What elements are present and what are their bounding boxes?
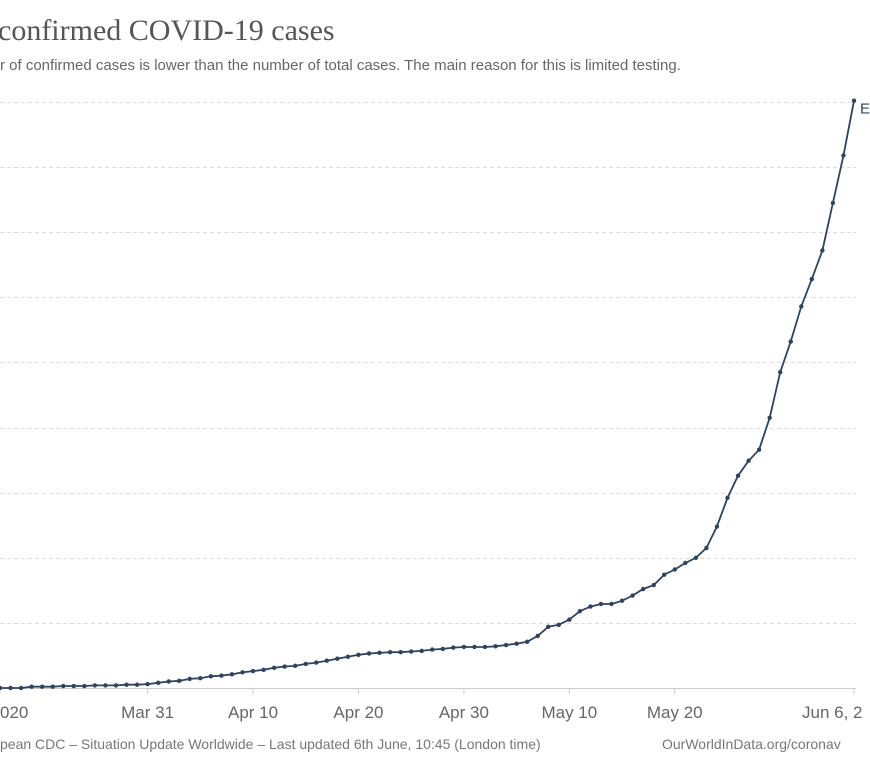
data-point[interactable] [18, 685, 24, 691]
data-point[interactable] [683, 560, 688, 566]
data-point[interactable] [29, 684, 34, 689]
data-point[interactable] [187, 676, 192, 682]
series-line [0, 100, 855, 689]
x-tick-label: Apr 10 [228, 703, 278, 722]
data-point[interactable] [841, 153, 846, 158]
data-point[interactable] [387, 649, 393, 655]
data-point[interactable] [830, 200, 836, 206]
data-point[interactable] [356, 652, 361, 657]
data-point[interactable] [524, 639, 530, 644]
data-point[interactable] [735, 473, 741, 478]
data-point[interactable] [366, 651, 372, 656]
data-point[interactable] [461, 644, 467, 650]
data-point[interactable] [314, 660, 319, 665]
data-point[interactable] [208, 674, 214, 679]
data-point[interactable] [662, 572, 667, 577]
data-point[interactable] [598, 601, 604, 607]
data-point[interactable] [799, 304, 804, 309]
chart-title: confirmed COVID-19 cases [0, 14, 335, 47]
data-point[interactable] [293, 663, 298, 669]
data-point[interactable] [588, 604, 593, 609]
data-point[interactable] [693, 555, 699, 560]
x-tick-label: Jun 6, 2 [802, 703, 863, 722]
data-point[interactable] [408, 649, 414, 654]
x-tick-label: May 20 [647, 703, 703, 722]
data-point[interactable] [82, 683, 87, 689]
data-point[interactable] [482, 644, 488, 650]
data-point[interactable] [609, 601, 614, 607]
x-tick-label: Apr 20 [333, 703, 383, 722]
data-point[interactable] [198, 676, 203, 681]
x-tick-label: Apr 30 [439, 703, 489, 722]
data-point[interactable] [746, 458, 751, 463]
data-point[interactable] [472, 644, 477, 650]
data-point[interactable] [219, 673, 224, 678]
data-point[interactable] [39, 684, 45, 689]
data-point[interactable] [324, 658, 330, 663]
data-point[interactable] [345, 654, 351, 659]
data-point[interactable] [71, 683, 77, 689]
data-point[interactable] [577, 608, 583, 614]
x-tick-label: 020 [0, 703, 28, 722]
data-point[interactable] [493, 644, 498, 649]
data-point[interactable] [155, 680, 161, 685]
data-point[interactable] [619, 598, 625, 603]
data-point[interactable] [50, 684, 55, 689]
data-point[interactable] [261, 667, 266, 672]
data-point[interactable] [440, 646, 446, 652]
data-point[interactable] [820, 248, 825, 253]
data-point[interactable] [777, 370, 783, 375]
data-point[interactable] [514, 641, 519, 646]
data-point[interactable] [282, 664, 287, 669]
data-point[interactable] [556, 622, 561, 628]
data-point[interactable] [567, 617, 572, 622]
data-point[interactable] [630, 593, 635, 598]
data-point[interactable] [546, 624, 551, 629]
data-point[interactable] [124, 682, 129, 687]
data-point[interactable] [61, 683, 66, 689]
data-point[interactable] [377, 650, 382, 656]
data-point[interactable] [651, 582, 656, 588]
source-note: pean CDC – Situation Update Worldwide – … [0, 736, 541, 752]
x-tick-label: Mar 31 [121, 703, 174, 722]
data-point[interactable] [419, 648, 424, 654]
data-point[interactable] [250, 668, 256, 674]
data-point[interactable] [640, 586, 646, 592]
data-point[interactable] [451, 645, 456, 650]
data-point[interactable] [725, 495, 730, 501]
data-point[interactable] [335, 656, 340, 661]
data-point[interactable] [398, 649, 403, 655]
data-point[interactable] [704, 545, 709, 551]
data-point[interactable] [756, 447, 762, 452]
data-point[interactable] [503, 642, 509, 648]
data-point[interactable] [271, 665, 277, 671]
data-point[interactable] [535, 633, 540, 639]
chart-subtitle: r of confirmed cases is lower than the n… [0, 57, 681, 74]
data-point[interactable] [430, 647, 435, 652]
x-tick-label: May 10 [541, 703, 597, 722]
data-point[interactable] [240, 670, 245, 675]
source-url-link[interactable]: OurWorldInData.org/coronav [662, 736, 841, 752]
data-point[interactable] [0, 685, 3, 691]
data-point[interactable] [177, 678, 182, 684]
data-point[interactable] [809, 276, 815, 282]
data-point[interactable] [303, 661, 308, 667]
data-point[interactable] [113, 683, 119, 688]
data-point[interactable] [166, 679, 171, 684]
data-point[interactable] [229, 672, 235, 677]
data-point[interactable] [145, 681, 150, 687]
data-point[interactable] [767, 415, 772, 420]
data-point[interactable] [103, 683, 108, 688]
data-point[interactable] [92, 683, 98, 688]
data-point[interactable] [788, 339, 793, 344]
series-end-label[interactable]: E [860, 101, 870, 118]
data-point[interactable] [8, 685, 13, 691]
data-point[interactable] [714, 524, 720, 529]
data-point[interactable] [851, 98, 857, 103]
data-point[interactable] [672, 567, 677, 572]
data-point[interactable] [134, 682, 140, 687]
